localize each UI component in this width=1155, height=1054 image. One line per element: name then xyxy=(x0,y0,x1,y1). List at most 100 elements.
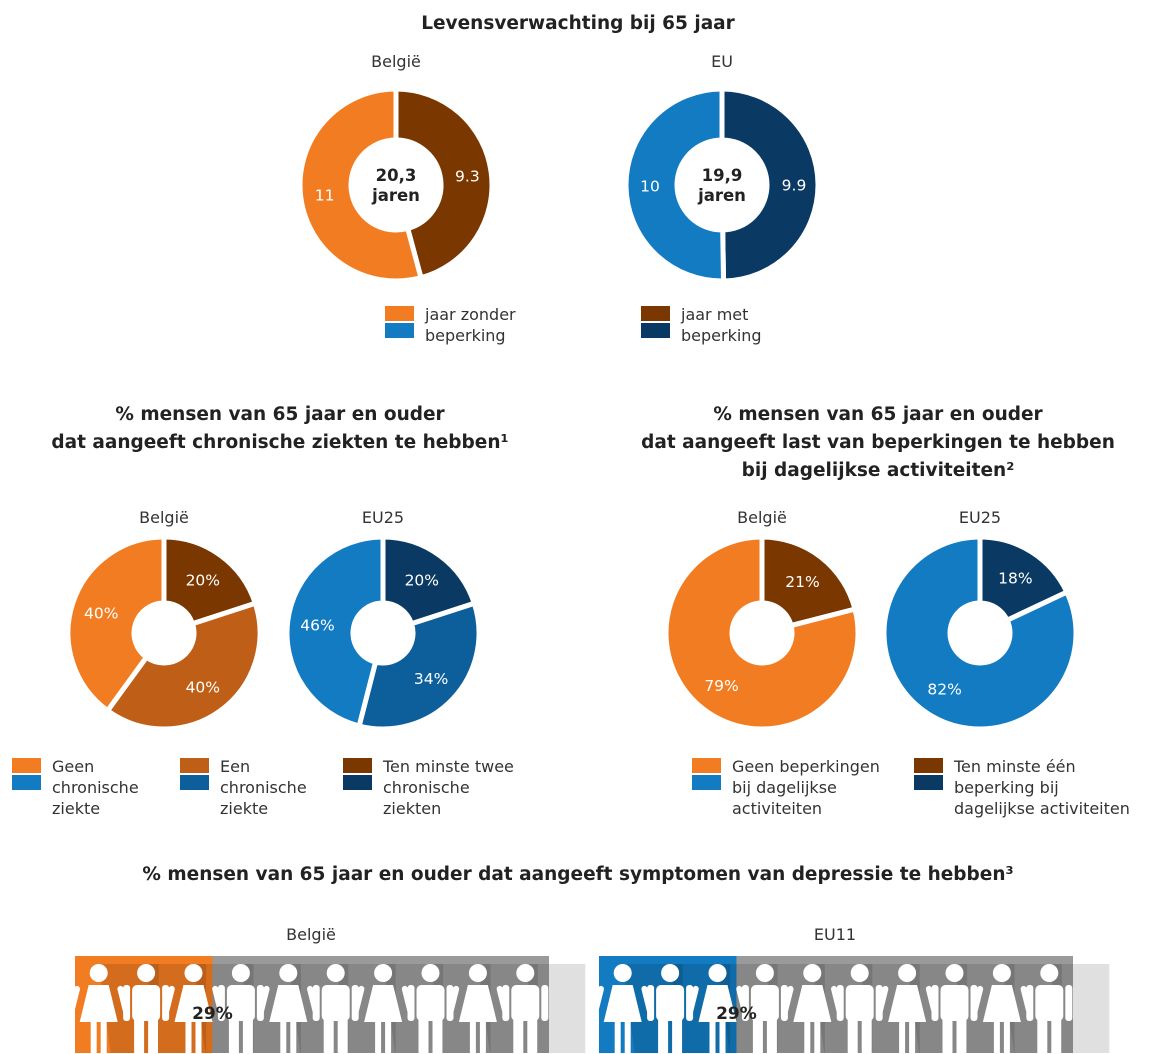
person-leg xyxy=(100,1022,107,1053)
person-leg xyxy=(323,1018,334,1053)
pie-slice xyxy=(623,86,727,284)
section-title: Levensverwachting bij 65 jaar xyxy=(421,13,735,34)
legend-label: chronische xyxy=(52,778,139,797)
legend-swatch-bottom xyxy=(914,775,943,790)
person-dress xyxy=(603,985,642,1022)
pie-slice xyxy=(65,534,167,715)
person-head xyxy=(1040,964,1059,982)
person-shadow xyxy=(525,964,586,1053)
person-leg xyxy=(658,1018,669,1053)
person-head xyxy=(326,964,345,982)
person-arm xyxy=(541,985,549,1021)
person-arm xyxy=(353,985,365,1014)
person-shadow xyxy=(1049,964,1110,1053)
slice-label: 82% xyxy=(927,681,961,699)
pie-slice xyxy=(719,86,821,284)
legend-swatch-top xyxy=(12,758,41,773)
person-arm xyxy=(931,985,939,1021)
legend-swatch-bottom xyxy=(692,775,721,790)
slice-label: 46% xyxy=(300,617,334,635)
person-head xyxy=(374,964,393,982)
center-value: 19,9 xyxy=(702,166,743,185)
person-leg xyxy=(432,1018,443,1053)
person-arm xyxy=(163,985,175,1014)
person-leg xyxy=(624,1022,631,1053)
legend-label: ziekten xyxy=(383,799,441,818)
person-leg xyxy=(804,1022,811,1053)
chart-subtitle: EU11 xyxy=(814,925,856,944)
person-leg xyxy=(1003,1022,1010,1053)
chart-subtitle: EU25 xyxy=(362,508,404,527)
person-arm xyxy=(647,985,655,1021)
legend-label: beperking xyxy=(425,326,506,345)
person-torso xyxy=(416,985,445,1021)
pie-slice xyxy=(161,534,259,627)
slice-label: 9.9 xyxy=(782,176,807,194)
slice-label: 40% xyxy=(84,605,118,623)
person-dress xyxy=(364,985,403,1022)
person-dress xyxy=(982,985,1021,1022)
legend-label: jaar zonder xyxy=(424,305,516,324)
person-leg xyxy=(672,1018,683,1053)
person-leg xyxy=(375,1022,382,1053)
pie-slice xyxy=(356,600,482,732)
person-leg xyxy=(752,1018,763,1053)
person-leg xyxy=(709,1022,716,1053)
legend-swatch-top xyxy=(641,306,670,321)
slice-label: 34% xyxy=(414,670,448,688)
center-unit: jaren xyxy=(697,186,746,205)
person-leg xyxy=(513,1018,524,1053)
slice-label: 9.3 xyxy=(455,168,480,186)
legend-label: jaar met xyxy=(680,305,748,324)
legend-label: chronische xyxy=(383,778,470,797)
legend-label: Ten minste één xyxy=(953,757,1076,776)
person-leg xyxy=(814,1022,821,1053)
person-arm xyxy=(407,985,415,1021)
person-leg xyxy=(861,1018,872,1053)
pie-slice xyxy=(380,534,478,627)
pie-slice xyxy=(759,534,859,629)
person-leg xyxy=(993,1022,1000,1053)
slice-label: 20% xyxy=(405,572,439,590)
person-arm xyxy=(68,985,80,1014)
person-leg xyxy=(899,1022,906,1053)
legend-label: Een xyxy=(220,757,250,776)
legend-label: Geen xyxy=(52,757,94,776)
legend-label: beperking xyxy=(681,326,762,345)
person-dress xyxy=(79,985,118,1022)
person-head xyxy=(850,964,869,982)
person-leg xyxy=(337,1018,348,1053)
person-dress xyxy=(888,985,927,1022)
person-head xyxy=(945,964,964,982)
legend-label: Ten minste twee xyxy=(382,757,514,776)
person-head xyxy=(231,964,250,982)
person-leg xyxy=(90,1022,97,1053)
person-arm xyxy=(592,985,604,1014)
person-head xyxy=(992,964,1011,982)
legend-label: chronische xyxy=(220,778,307,797)
person-leg xyxy=(479,1022,486,1053)
section-title: % mensen van 65 jaar en ouder xyxy=(713,404,1043,425)
person-arm xyxy=(123,985,131,1021)
person-leg xyxy=(134,1018,145,1053)
person-torso xyxy=(226,985,255,1021)
person-leg xyxy=(909,1022,916,1053)
section-title: bij dagelijkse activiteiten² xyxy=(742,460,1015,481)
person-head xyxy=(89,964,108,982)
section-title: dat aangeeft last van beperkingen te heb… xyxy=(641,432,1115,453)
person-leg xyxy=(148,1018,159,1053)
person-leg xyxy=(614,1022,621,1053)
section-title: % mensen van 65 jaar en ouder xyxy=(115,404,445,425)
legend-label: ziekte xyxy=(220,799,268,818)
slice-label: 21% xyxy=(785,573,819,591)
person-leg xyxy=(527,1018,538,1053)
person-leg xyxy=(942,1018,953,1053)
legend-label: activiteiten xyxy=(732,799,822,818)
person-torso xyxy=(845,985,874,1021)
chart-subtitle: België xyxy=(737,508,787,527)
pie-slice xyxy=(393,86,495,281)
person-head xyxy=(803,964,822,982)
legend-label: bij dagelijkse xyxy=(732,778,837,797)
